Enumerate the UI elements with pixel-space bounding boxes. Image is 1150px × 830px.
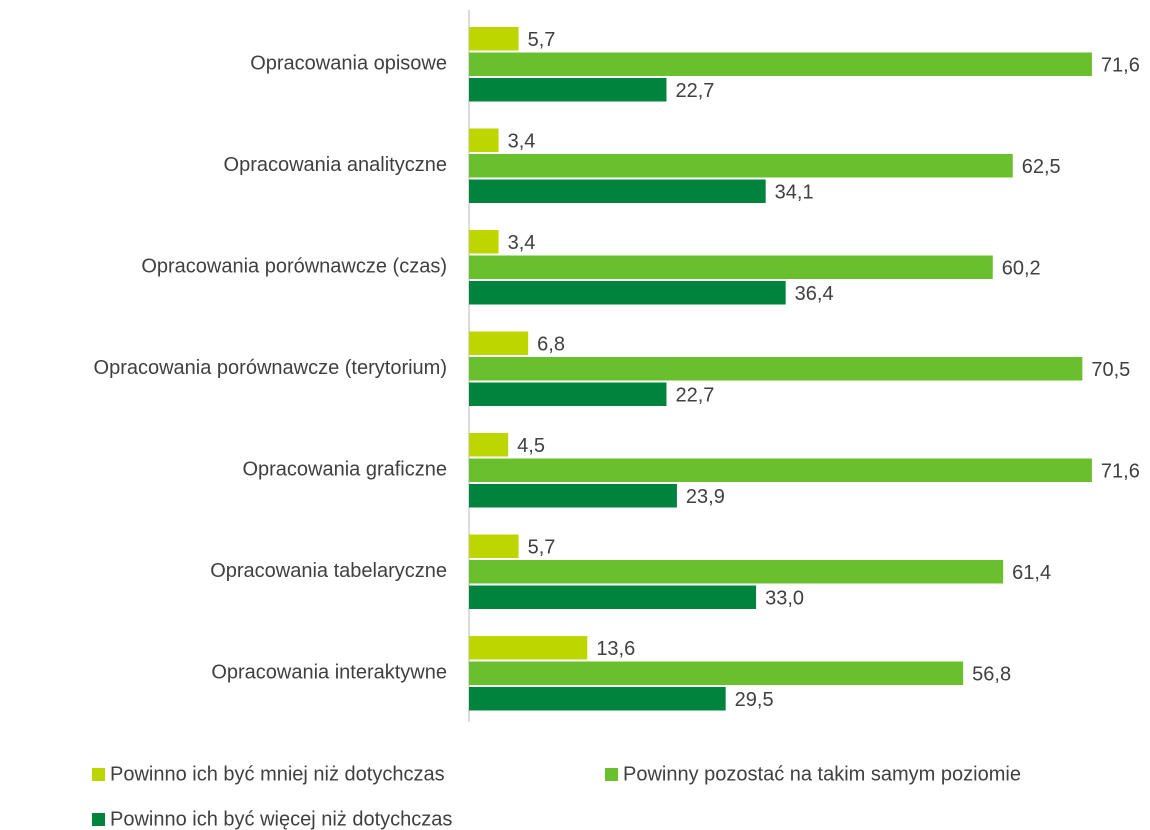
legend-swatch (92, 768, 105, 781)
category-label: Opracowania opisowe (250, 53, 447, 75)
bar (469, 128, 499, 152)
value-label: 3,4 (508, 131, 536, 153)
value-label: 5,7 (528, 29, 556, 51)
bar (469, 281, 786, 305)
value-label: 71,6 (1101, 55, 1140, 77)
bar (469, 534, 519, 558)
value-label: 70,5 (1091, 359, 1130, 381)
bar (469, 636, 588, 660)
category-label: Opracowania graficzne (242, 459, 447, 481)
bar (469, 255, 993, 279)
bar (469, 78, 667, 102)
bar (469, 154, 1013, 178)
value-label: 71,6 (1101, 461, 1140, 483)
bar (469, 484, 677, 508)
value-label: 36,4 (795, 283, 834, 305)
category-label: Opracowania analityczne (224, 154, 447, 176)
value-label: 29,5 (735, 689, 774, 711)
value-label: 6,8 (537, 334, 565, 356)
category-label: Opracowania porównawcze (czas) (141, 256, 447, 278)
value-label: 33,0 (765, 588, 804, 610)
bar (469, 585, 757, 609)
value-label: 56,8 (972, 664, 1011, 686)
legend-swatch (605, 768, 618, 781)
value-label: 23,9 (686, 486, 725, 508)
legend-label: Powinny pozostać na takim samym poziomie (623, 763, 1021, 785)
bar (469, 661, 964, 685)
bar (469, 458, 1092, 482)
value-label: 4,5 (517, 435, 545, 457)
bar (469, 382, 667, 406)
bar (469, 179, 766, 203)
value-label: 13,6 (596, 638, 635, 660)
legend-label: Powinno ich być mniej niż dotychczas (110, 763, 445, 785)
category-label: Opracowania porównawcze (terytorium) (94, 357, 447, 379)
value-label: 62,5 (1022, 156, 1061, 178)
value-label: 22,7 (675, 385, 714, 407)
bar (469, 230, 499, 254)
bar (469, 433, 509, 457)
value-label: 3,4 (508, 232, 536, 254)
bar (469, 52, 1092, 76)
bar (469, 331, 529, 355)
bar (469, 357, 1083, 381)
value-label: 60,2 (1002, 258, 1041, 280)
legend-label: Powinno ich być więcej niż dotychczas (110, 808, 452, 830)
legend-swatch (92, 813, 105, 826)
value-label: 5,7 (528, 537, 556, 559)
value-label: 22,7 (675, 80, 714, 102)
bar (469, 27, 519, 51)
bar (469, 687, 726, 711)
category-label: Opracowania tabelaryczne (210, 560, 447, 582)
value-label: 61,4 (1012, 562, 1051, 584)
value-label: 34,1 (775, 182, 814, 204)
bar (469, 560, 1004, 584)
category-label: Opracowania interaktywne (211, 662, 447, 684)
